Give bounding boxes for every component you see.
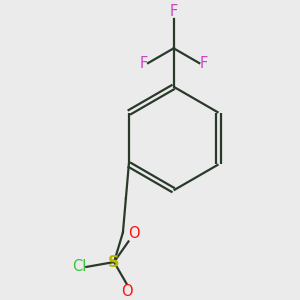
Text: F: F: [140, 56, 148, 70]
Text: F: F: [169, 4, 178, 19]
Text: S: S: [108, 254, 120, 269]
Text: O: O: [121, 284, 132, 299]
Text: O: O: [128, 226, 140, 242]
Text: Cl: Cl: [72, 260, 86, 274]
Text: F: F: [199, 56, 208, 70]
